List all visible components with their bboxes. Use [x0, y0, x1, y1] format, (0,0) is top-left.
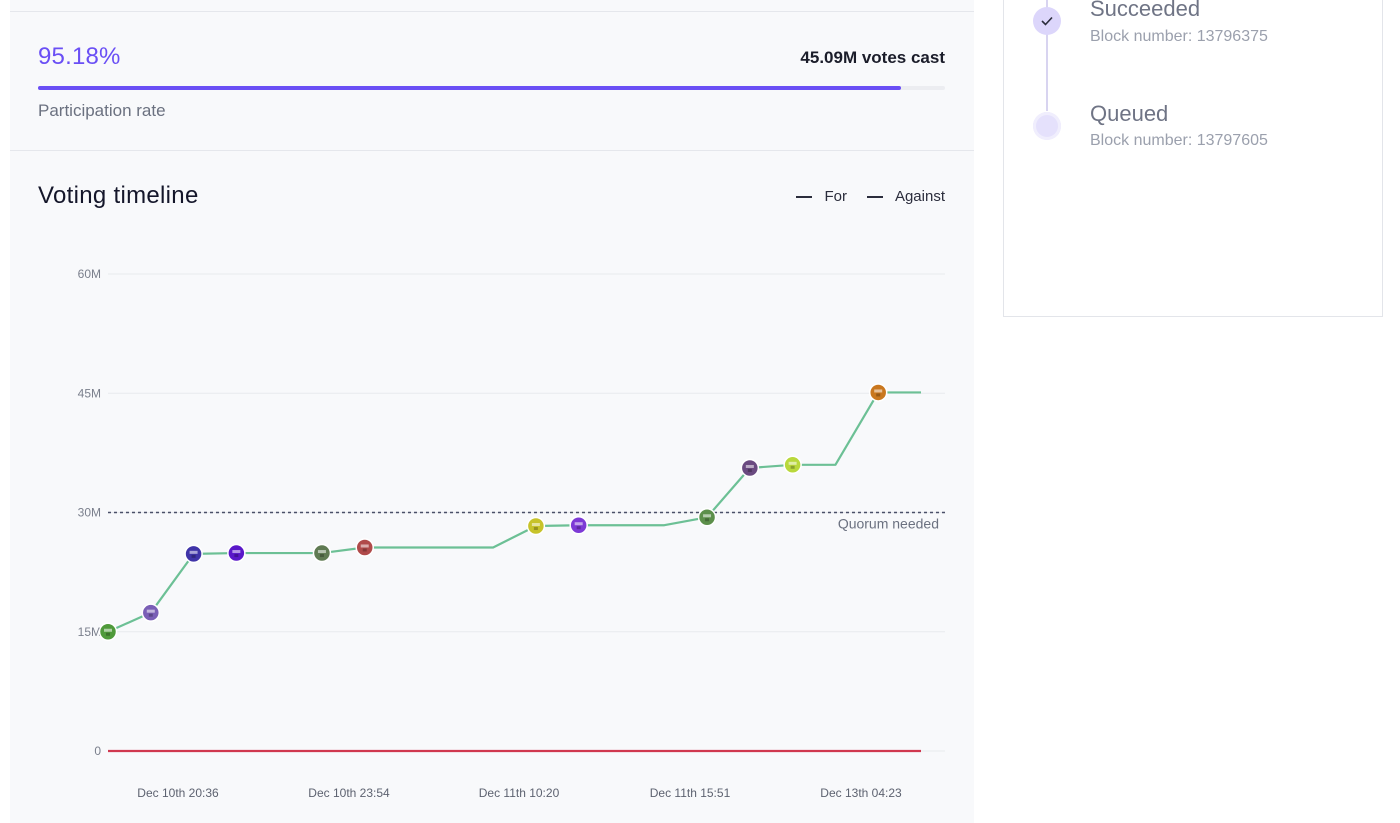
voter-avatar-pattern	[874, 389, 883, 393]
y-tick-label: 15M	[78, 625, 101, 639]
voter-avatar-pattern	[362, 548, 367, 552]
legend-label-for: For	[824, 188, 847, 205]
participation-rate-value: 95.18%	[38, 43, 121, 70]
check-icon	[1041, 16, 1053, 26]
x-tick-label: Dec 11th 15:51	[650, 786, 731, 800]
voter-avatar-pattern	[574, 522, 583, 526]
voter-avatar-pattern	[576, 526, 581, 530]
y-tick-label: 30M	[78, 506, 101, 520]
voter-avatar-pattern	[104, 628, 112, 632]
legend-label-against: Against	[894, 188, 945, 205]
voter-avatar-pattern	[745, 464, 754, 468]
voter-avatar-pattern	[747, 468, 752, 472]
participation-progress-bar	[38, 86, 945, 90]
voter-avatar-pattern	[533, 527, 538, 531]
y-tick-label: 60M	[78, 267, 101, 281]
status-title-succeeded: Succeeded	[1090, 0, 1201, 21]
voter-avatar-pattern	[234, 554, 239, 558]
voter-avatar-pattern	[788, 461, 797, 465]
y-tick-label: 0	[94, 744, 101, 758]
y-tick-label: 45M	[78, 386, 101, 400]
voter-avatar-pattern	[232, 550, 241, 554]
voter-avatar-pattern	[148, 613, 153, 617]
legend-item-against[interactable]: Against	[866, 188, 945, 205]
status-block-succeeded: Block number: 13796375	[1090, 28, 1268, 45]
participation-rate-label: Participation rate	[38, 101, 166, 120]
succeeded-status-node	[1033, 7, 1061, 35]
pending-dot-icon	[1033, 112, 1061, 140]
status-title-queued: Queued	[1090, 101, 1169, 126]
votes-cast-total: 45.09M votes cast	[800, 48, 945, 67]
voter-avatar-pattern	[189, 550, 198, 554]
proposal-status-timeline: Succeeded Block number: 13796375 Queued …	[1003, 0, 1383, 317]
divider	[10, 150, 974, 151]
x-tick-label: Dec 10th 20:36	[137, 786, 219, 800]
legend-swatch-against	[866, 195, 883, 198]
voter-avatar-pattern	[146, 609, 155, 613]
voter-avatar-pattern	[106, 632, 110, 636]
x-tick-label: Dec 11th 10:20	[479, 786, 560, 800]
legend-item-for[interactable]: For	[796, 188, 847, 205]
status-block-queued: Block number: 13797605	[1090, 132, 1268, 149]
divider	[10, 11, 974, 12]
voter-avatar-pattern	[876, 393, 881, 397]
legend-swatch-for	[796, 195, 813, 198]
voter-avatar-pattern	[705, 518, 710, 522]
x-tick-label: Dec 10th 23:54	[308, 786, 390, 800]
voter-avatar-pattern	[531, 523, 540, 527]
voter-avatar-pattern	[790, 465, 795, 469]
voting-timeline-chart: 0 15M 30M 45M 60M Dec 10th 20:36 Dec 10th 23:5…	[78, 267, 945, 800]
voter-avatar-pattern	[319, 554, 324, 558]
voter-avatar-pattern	[191, 554, 196, 558]
chart-legend: For Against	[796, 188, 945, 205]
participation-progress-fill	[38, 86, 902, 90]
voter-avatar-pattern	[317, 550, 326, 554]
voting-timeline-title: Voting timeline	[38, 182, 199, 209]
x-tick-label: Dec 13th 04:23	[820, 786, 902, 800]
voter-avatar-pattern	[703, 514, 712, 518]
quorum-label: Quorum needed	[838, 516, 939, 532]
proposal-results-panel: 95.18% 45.09M votes cast Participation r…	[10, 0, 974, 823]
timeline-connector	[1046, 0, 1048, 111]
voter-avatar-pattern	[360, 544, 369, 548]
